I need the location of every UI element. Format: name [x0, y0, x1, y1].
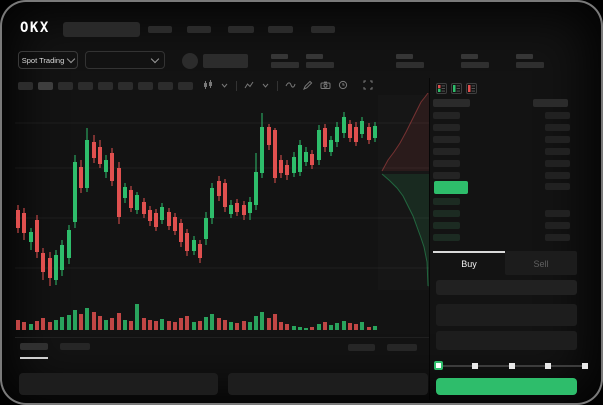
chevron-down-icon[interactable] [220, 77, 229, 95]
amount-input[interactable] [436, 304, 577, 326]
price-input[interactable] [436, 280, 577, 295]
ticker-stat-value [271, 62, 299, 68]
timeframe-button[interactable] [98, 82, 113, 90]
ask-amount-bar[interactable] [545, 160, 570, 167]
ask-amount-bar[interactable] [545, 124, 570, 131]
candle-type-icon[interactable] [203, 77, 213, 95]
book-bids-icon[interactable] [451, 81, 462, 99]
nav-item[interactable] [228, 26, 254, 33]
timeframe-button[interactable] [178, 82, 193, 90]
bottom-divider [15, 337, 429, 338]
okx-logo[interactable]: OKX [20, 20, 50, 36]
pair-selector-dropdown[interactable] [85, 51, 165, 69]
orders-tab-active[interactable] [20, 343, 48, 350]
tab-buy[interactable]: Buy [461, 259, 477, 269]
ticker-stat-value [461, 62, 489, 68]
chevron-down-icon[interactable] [261, 77, 270, 95]
ask-price-bar[interactable] [433, 160, 460, 167]
ticker-stat-label [396, 54, 413, 59]
timeframe-button[interactable] [18, 82, 33, 90]
ask-amount-bar[interactable] [545, 172, 570, 179]
orders-filter-placeholder[interactable] [387, 344, 417, 351]
ticker-stat-value [396, 62, 424, 68]
ticker-stat-label [271, 54, 288, 59]
coin-avatar [182, 53, 198, 69]
ticker-stat-label [461, 54, 478, 59]
total-input[interactable] [436, 331, 577, 350]
indicators-icon[interactable] [244, 77, 254, 95]
ticker-stat-value [306, 62, 334, 68]
ask-price-bar[interactable] [433, 172, 460, 179]
orders-tab-underline [20, 357, 48, 359]
pair-name-placeholder [203, 54, 248, 68]
bid-price-bar[interactable] [433, 198, 460, 205]
search-input[interactable] [63, 22, 140, 37]
timeframe-button[interactable] [118, 82, 133, 90]
slider-stop-dot[interactable] [545, 363, 552, 369]
tab-sell[interactable]: Sell [533, 259, 549, 269]
nav-item[interactable] [148, 26, 172, 33]
book-asks-icon[interactable] [466, 81, 477, 99]
timeframe-button[interactable] [78, 82, 93, 90]
ticker-stat-label [516, 54, 533, 59]
orderbook-col-header-amount [533, 99, 568, 107]
timeframe-button[interactable] [58, 82, 73, 90]
chevron-down-icon [67, 54, 76, 64]
timeframe-button[interactable] [138, 82, 153, 90]
history-tab[interactable] [60, 343, 90, 350]
bid-price-bar[interactable] [433, 222, 460, 229]
orders-filter-placeholder[interactable] [348, 344, 375, 351]
toolbar-divider [277, 81, 278, 91]
timer-icon[interactable] [338, 77, 348, 95]
last-price-bar[interactable] [434, 181, 468, 194]
camera-icon[interactable] [320, 77, 331, 95]
curve-tool-icon[interactable] [285, 77, 296, 95]
book-both-icon[interactable] [436, 81, 447, 99]
spot-trading-label: Spot Trading [21, 55, 65, 65]
slider-stop-dot[interactable] [471, 363, 478, 369]
ask-price-bar[interactable] [433, 148, 460, 155]
sell-tab-bg [505, 251, 577, 275]
ask-price-bar[interactable] [433, 112, 460, 119]
bid-amount-bar[interactable] [545, 210, 570, 217]
timeframe-button[interactable] [158, 82, 173, 90]
price-row-amount-bar [545, 183, 570, 190]
buy-submit-button[interactable] [436, 378, 577, 395]
nav-item[interactable] [187, 26, 211, 33]
orderbook-mode-switcher [436, 81, 477, 99]
bid-amount-bar[interactable] [545, 222, 570, 229]
slider-stop-dot[interactable] [508, 363, 515, 369]
buy-tab-indicator [433, 251, 505, 253]
chevron-down-icon [150, 54, 160, 64]
bid-price-bar[interactable] [433, 234, 460, 241]
ask-price-bar[interactable] [433, 136, 460, 143]
slider-stop-dot[interactable] [582, 363, 588, 369]
nav-item[interactable] [268, 26, 293, 33]
slider-handle[interactable] [433, 361, 443, 370]
expand-icon[interactable] [363, 77, 373, 95]
panel-divider [429, 78, 430, 400]
ask-amount-bar[interactable] [545, 112, 570, 119]
orders-row-placeholder [19, 373, 218, 395]
price-chart[interactable] [15, 93, 432, 338]
nav-item[interactable] [311, 26, 335, 33]
draw-pencil-icon[interactable] [303, 77, 313, 95]
toolbar-divider [236, 81, 237, 91]
orders-row-placeholder [228, 373, 428, 395]
ask-amount-bar[interactable] [545, 148, 570, 155]
bid-amount-bar[interactable] [545, 234, 570, 241]
bid-price-bar[interactable] [433, 210, 460, 217]
ask-amount-bar[interactable] [545, 136, 570, 143]
ticker-stat-value [516, 62, 544, 68]
orderbook-col-header-price [433, 99, 470, 107]
timeframe-button[interactable] [38, 82, 53, 90]
chart-toolbar [203, 79, 373, 93]
ask-price-bar[interactable] [433, 124, 460, 131]
ticker-stat-label [306, 54, 323, 59]
spot-trading-dropdown[interactable]: Spot Trading [18, 51, 78, 69]
